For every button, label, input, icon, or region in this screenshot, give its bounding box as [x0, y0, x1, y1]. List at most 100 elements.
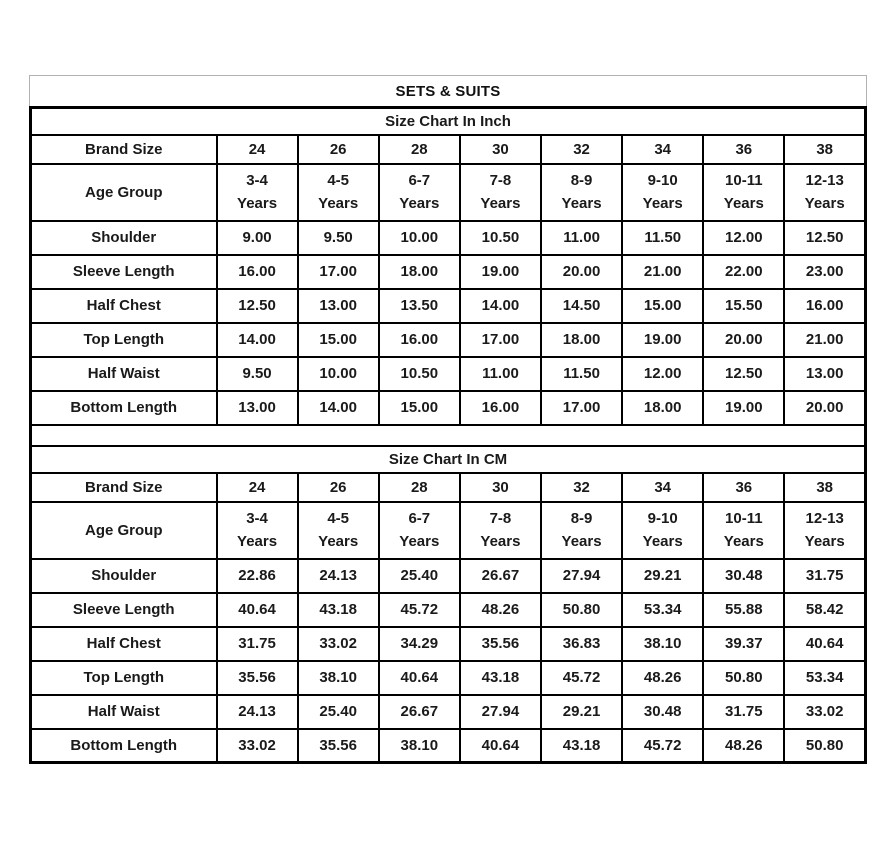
value-cell: 19.00	[458, 253, 543, 290]
brand-size-cell: 34	[621, 471, 705, 503]
section-title-row: Size Chart In Inch	[29, 106, 867, 136]
value-cell: 10.50	[458, 219, 543, 256]
age-group-row: Age Group 3-4 Years 4-5 Years 6-7 Years 7-8 Year…	[29, 500, 867, 560]
value-cell: 18.00	[377, 253, 461, 290]
age-range-text: 3-4	[246, 509, 268, 527]
value-cell: 45.72	[621, 727, 705, 764]
row-label-cell: Brand Size	[29, 471, 218, 503]
value-cell: 18.00	[621, 389, 705, 426]
age-group-cell: 8-9 Years	[539, 500, 624, 560]
brand-size-cell: 36	[702, 471, 786, 503]
value-cell: 16.00	[215, 253, 299, 290]
value-cell: 35.56	[458, 625, 543, 662]
brand-size-cell: 30	[458, 471, 543, 503]
value-cell: 26.67	[458, 557, 543, 594]
row-label-cell: Sleeve Length	[29, 591, 218, 628]
age-range-text: 3-4	[246, 171, 268, 189]
value-cell: 27.94	[539, 557, 624, 594]
brand-size-cell: 24	[215, 133, 299, 165]
brand-size-cell: 34	[621, 133, 705, 165]
measure-row: Half Chest 12.50 13.00 13.50 14.00 14.50 15.00…	[29, 287, 867, 324]
age-years-text: Years	[723, 533, 764, 550]
value-cell: 25.40	[377, 557, 461, 594]
value-cell: 31.75	[215, 625, 299, 662]
value-cell: 50.80	[702, 659, 786, 696]
value-cell: 40.64	[783, 625, 867, 662]
age-range-text: 12-13	[805, 509, 844, 527]
age-years-text: Years	[237, 533, 278, 550]
measure-row: Sleeve Length 16.00 17.00 18.00 19.00 20.00 21…	[29, 253, 867, 290]
value-cell: 11.50	[621, 219, 705, 256]
brand-size-cell: 26	[296, 133, 380, 165]
section-title-row: Size Chart In CM	[29, 444, 867, 474]
age-range-text: 10-11	[725, 509, 763, 527]
brand-size-row: Brand Size 24 26 28 30 32 34 36 38	[29, 133, 867, 165]
value-cell: 10.50	[377, 355, 461, 392]
measure-row: Bottom Length 13.00 14.00 15.00 16.00 17.00 18…	[29, 389, 867, 426]
brand-size-cell: 38	[783, 471, 867, 503]
brand-size-cell: 38	[783, 133, 867, 165]
value-cell: 12.50	[702, 355, 786, 392]
value-cell: 16.00	[783, 287, 867, 324]
page-title: SETS & SUITS	[29, 75, 867, 106]
value-cell: 21.00	[621, 253, 705, 290]
age-group-cell: 4-5 Years	[296, 500, 380, 560]
value-cell: 12.50	[215, 287, 299, 324]
value-cell: 38.10	[296, 659, 380, 696]
value-cell: 14.00	[296, 389, 380, 426]
size-chart-table: Size Chart In Inch Brand Size 24 26 28 30 32 34…	[29, 106, 867, 764]
value-cell: 11.00	[458, 355, 543, 392]
row-label-cell: Half Chest	[29, 625, 218, 662]
value-cell: 9.00	[215, 219, 299, 256]
value-cell: 14.00	[215, 321, 299, 358]
value-cell: 35.56	[215, 659, 299, 696]
brand-size-row: Brand Size 24 26 28 30 32 34 36 38	[29, 471, 867, 503]
value-cell: 17.00	[458, 321, 543, 358]
value-cell: 43.18	[296, 591, 380, 628]
value-cell: 9.50	[215, 355, 299, 392]
value-cell: 23.00	[783, 253, 867, 290]
age-years-text: Years	[399, 533, 440, 550]
value-cell: 43.18	[458, 659, 543, 696]
measure-row: Top Length 35.56 38.10 40.64 43.18 45.72 48.26…	[29, 659, 867, 696]
value-cell: 17.00	[296, 253, 380, 290]
value-cell: 33.02	[783, 693, 867, 730]
value-cell: 13.00	[215, 389, 299, 426]
age-group-cell: 12-13 Years	[783, 162, 867, 222]
age-group-cell: 9-10 Years	[621, 162, 705, 222]
age-range-text: 9-10	[647, 171, 678, 189]
age-group-cell: 3-4 Years	[215, 162, 299, 222]
brand-size-cell: 28	[377, 133, 461, 165]
size-table-body: Size Chart In Inch Brand Size 24 26 28 30 32 34…	[29, 106, 867, 764]
size-chart-sheet: SETS & SUITS Size Chart In Inch Brand Siz…	[29, 75, 867, 764]
section-title-cell: Size Chart In Inch	[29, 106, 867, 136]
age-years-text: Years	[723, 195, 764, 212]
value-cell: 19.00	[621, 321, 705, 358]
value-cell: 36.83	[539, 625, 624, 662]
spacer-cell	[29, 423, 867, 447]
value-cell: 48.26	[458, 591, 543, 628]
age-years-text: Years	[804, 195, 845, 212]
row-label-cell: Half Waist	[29, 693, 218, 730]
value-cell: 48.26	[621, 659, 705, 696]
value-cell: 24.13	[215, 693, 299, 730]
section-title-cell: Size Chart In CM	[29, 444, 867, 474]
row-label-cell: Shoulder	[29, 219, 218, 256]
measure-row: Bottom Length 33.02 35.56 38.10 40.64 43.18 45…	[29, 727, 867, 764]
value-cell: 29.21	[539, 693, 624, 730]
age-group-cell: 12-13 Years	[783, 500, 867, 560]
value-cell: 45.72	[377, 591, 461, 628]
value-cell: 16.00	[377, 321, 461, 358]
age-group-cell: 4-5 Years	[296, 162, 380, 222]
value-cell: 29.21	[621, 557, 705, 594]
age-group-cell: 10-11 Years	[702, 162, 786, 222]
value-cell: 55.88	[702, 591, 786, 628]
value-cell: 43.18	[539, 727, 624, 764]
value-cell: 26.67	[377, 693, 461, 730]
age-range-text: 7-8	[489, 171, 512, 189]
value-cell: 14.50	[539, 287, 624, 324]
age-years-text: Years	[480, 533, 521, 550]
age-range-text: 4-5	[327, 509, 350, 527]
age-group-cell: 8-9 Years	[539, 162, 624, 222]
value-cell: 15.00	[621, 287, 705, 324]
